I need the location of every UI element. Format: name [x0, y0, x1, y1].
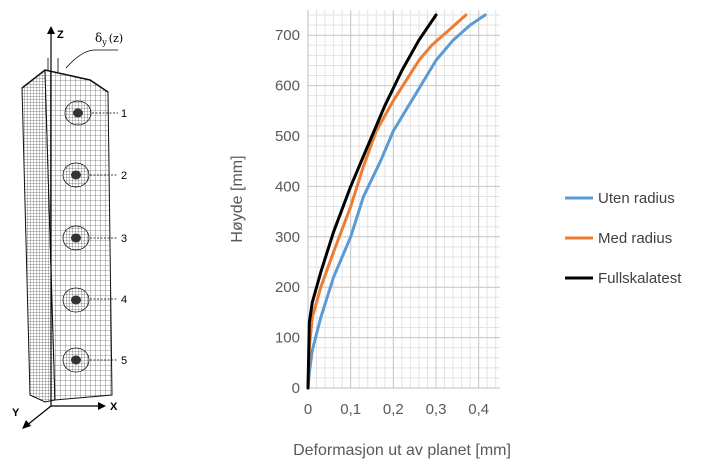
x-tick-labels: 0 0,1 0,2 0,3 0,4: [304, 401, 489, 418]
series-line-uten-radius: [306, 13, 487, 390]
coordinate-axes: Z X Y: [12, 26, 118, 429]
z-arrow-icon: [47, 26, 55, 34]
model-bolt-zones: [62, 100, 92, 373]
x-tick-label: 0,2: [383, 401, 404, 418]
x-axis-label: X: [110, 401, 118, 413]
chart-legend: Uten radius Med radius Fullskalatest: [565, 190, 682, 287]
x-arrow-icon: [98, 402, 106, 410]
y-tick-labels: 0 100 200 300 400 500 600 700: [275, 27, 300, 397]
section-label-2: 2: [121, 170, 127, 182]
deformation-subscript: y: [101, 38, 107, 47]
svg-text:δy(z): δy (z): [95, 31, 123, 47]
y-tick-label: 0: [292, 380, 300, 397]
x-tick-label: 0,4: [468, 401, 489, 418]
y-tick-label: 600: [275, 78, 300, 95]
legend-label: Med radius: [598, 230, 672, 247]
legend-label: Fullskalatest: [598, 270, 682, 287]
y-tick-label: 700: [275, 27, 300, 44]
chart-major-grid: [307, 10, 500, 389]
y-axis-label: Y: [12, 407, 20, 419]
series-line-med-radius: [306, 13, 468, 390]
y-arrow-icon: [22, 420, 31, 429]
x-tick-label: 0,3: [426, 401, 447, 418]
section-label-4: 4: [121, 294, 127, 306]
section-label-1: 1: [121, 108, 127, 120]
y-tick-label: 400: [275, 178, 300, 195]
z-axis-label: Z: [57, 29, 64, 41]
deformation-symbol: δ: [95, 31, 102, 45]
x-tick-label: 0: [304, 401, 312, 418]
deformation-chart: 0 100 200 300 400 500 600 700 0 0,1 0,2 0,3 0,4 Høy…: [229, 10, 682, 459]
x-axis-title: Deformasjon ut av planet [mm]: [293, 442, 511, 459]
deformation-annotation: δy (z): [47, 31, 123, 72]
y-tick-label: 500: [275, 128, 300, 145]
y-axis-title: Høyde [mm]: [229, 155, 246, 242]
y-tick-label: 300: [275, 229, 300, 246]
section-markers: 1 2 3 4 5: [90, 108, 127, 367]
x-tick-label: 0,1: [340, 401, 361, 418]
legend-label: Uten radius: [598, 190, 675, 207]
chart-series: [306, 13, 487, 390]
series-line-fullskalatest: [306, 13, 438, 390]
fe-model-illustration: 1 2 3 4 5 Z X Y δy (z): [12, 26, 127, 429]
section-label-5: 5: [121, 355, 127, 367]
deformation-argument: (z): [109, 32, 123, 45]
y-tick-label: 100: [275, 330, 300, 347]
y-tick-label: 200: [275, 279, 300, 296]
section-label-3: 3: [121, 233, 127, 245]
